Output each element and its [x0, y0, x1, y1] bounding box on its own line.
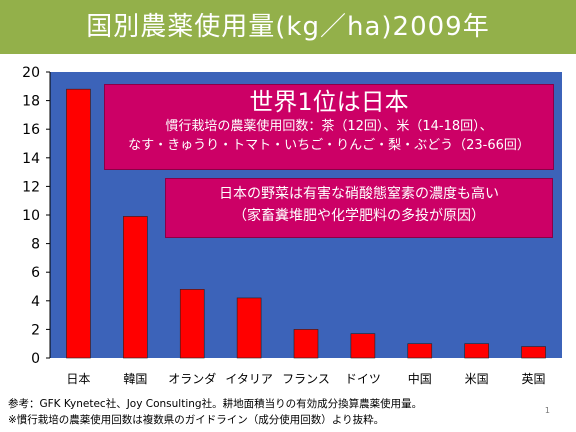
- y-tick-label: 6: [31, 265, 40, 281]
- x-tick-label: 韓国: [123, 372, 147, 386]
- y-tick-label: 20: [22, 65, 40, 81]
- bar: [293, 329, 319, 359]
- callout-line-2: なす・きゅうり・トマト・いちご・りんご・梨・ぶどう（23-66回）: [128, 138, 530, 153]
- callout-sub-line-1: 日本の野菜は有害な硝酸態窒素の濃度も高い: [219, 186, 499, 202]
- bar: [521, 346, 546, 359]
- callout-sub-line-2: （家畜糞堆肥や化学肥料の多投が原因）: [233, 208, 485, 224]
- slide-number: 1: [544, 406, 550, 415]
- y-tick-label: 18: [22, 94, 40, 110]
- x-tick-label: ドイツ: [345, 372, 381, 386]
- y-tick-label: 0: [31, 351, 40, 367]
- callout-nitrate: 日本の野菜は有害な硝酸態窒素の濃度も高い （家畜糞堆肥や化学肥料の多投が原因）: [165, 178, 553, 238]
- callout-headline: 世界1位は日本: [249, 88, 409, 116]
- y-tick-label: 4: [31, 294, 40, 310]
- bar: [464, 343, 489, 359]
- callout-line-1: 慣行栽培の農薬使用回数：茶（12回）、米（14-18回）、: [165, 119, 493, 134]
- x-tick-label: 日本: [66, 372, 90, 386]
- bar: [179, 289, 205, 359]
- y-tick-label: 8: [31, 237, 40, 253]
- x-tick-label: イタリア: [225, 372, 273, 386]
- bar: [123, 216, 148, 359]
- x-tick-label: 米国: [465, 372, 489, 386]
- callout-japan-top: 世界1位は日本 慣行栽培の農薬使用回数：茶（12回）、米（14-18回）、 なす…: [104, 84, 554, 170]
- footnote-note: ※慣行栽培の農薬使用回数は複数県のガイドライン（成分使用回数）より抜粋。: [8, 414, 385, 426]
- x-tick-label: オランダ: [168, 371, 216, 386]
- bar: [350, 333, 376, 359]
- x-tick-label: 中国: [408, 371, 432, 386]
- slide-title: 国別農薬使用量(kg／ha)2009年: [86, 12, 490, 42]
- footnote-source: 参考：GFK Kynetec社、Joy Consulting社。耕地面積当りの有…: [8, 398, 423, 410]
- y-tick-label: 16: [22, 122, 40, 138]
- x-tick-label: フランス: [282, 372, 330, 386]
- x-tick-label: 英国: [522, 372, 546, 386]
- y-tick-label: 2: [31, 322, 40, 338]
- bar: [66, 88, 91, 359]
- bar: [407, 343, 433, 359]
- y-tick-label: 10: [22, 208, 40, 224]
- y-tick-label: 12: [22, 179, 40, 195]
- bar: [236, 297, 262, 359]
- title-bar: [0, 0, 576, 54]
- y-tick-label: 14: [22, 151, 40, 167]
